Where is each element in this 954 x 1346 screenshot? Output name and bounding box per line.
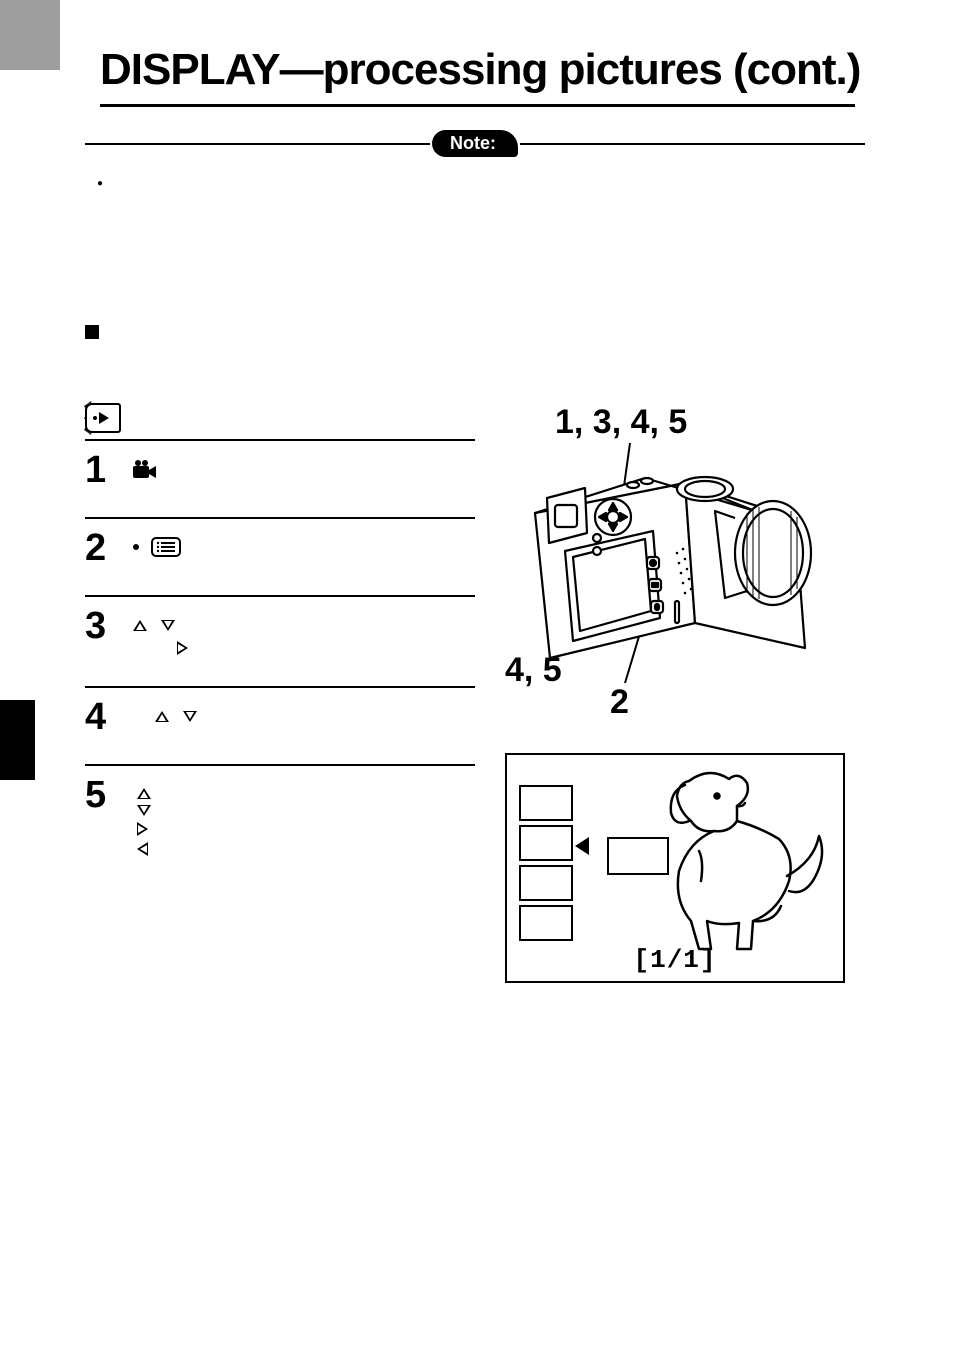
- step-number: 5: [85, 776, 133, 814]
- thumb-1: [519, 785, 573, 821]
- note-item: [97, 175, 865, 193]
- arrow-right-icon: [177, 641, 188, 655]
- step-body: [133, 698, 475, 726]
- step-body: [133, 607, 475, 658]
- play-dot-icon: [93, 416, 97, 420]
- thumb-3: [519, 865, 573, 901]
- step-number: 2: [85, 529, 133, 567]
- arrow-up-icon: [137, 788, 151, 799]
- note-label: Note:: [432, 130, 518, 157]
- bullet-icon: [133, 544, 139, 550]
- arrow-row-up: [137, 788, 475, 799]
- arrow-right-icon: [137, 822, 148, 836]
- arrow-up-icon: [155, 711, 169, 722]
- arrow-row-down: [137, 805, 475, 816]
- step-2: 2: [85, 517, 475, 595]
- arrow-row-left: [137, 842, 475, 856]
- step-3: 3: [85, 595, 475, 686]
- movie-icon: [133, 460, 157, 478]
- step-body: [133, 776, 475, 862]
- section-square-icon: [85, 325, 99, 339]
- steps-column: 1 2: [85, 403, 475, 890]
- step-4: 4: [85, 686, 475, 764]
- arrow-down-icon: [161, 620, 175, 631]
- illustration-column: 1, 3, 4, 5: [495, 403, 855, 983]
- thumb-2: [519, 825, 573, 861]
- section-body: [85, 349, 865, 389]
- frame-counter: [1/1]: [507, 945, 843, 975]
- mode-icon-row: [85, 403, 475, 433]
- callout-bottom: 2: [610, 683, 629, 722]
- step-body: [133, 529, 475, 557]
- camera-illustration: 1, 3, 4, 5: [495, 403, 855, 733]
- note-line-left: [85, 143, 430, 145]
- side-marker: [0, 700, 35, 780]
- play-triangle-icon: [99, 412, 109, 424]
- dog-drawing: [619, 761, 839, 961]
- page-tab-block: [0, 0, 60, 70]
- section-heading-row: [85, 315, 865, 339]
- step-number: 3: [85, 607, 133, 645]
- menu-button-icon: [151, 537, 181, 557]
- arrow-down-icon: [137, 805, 151, 816]
- callout-left: 4, 5: [505, 651, 562, 690]
- step-number: 1: [85, 451, 133, 489]
- page-title: DISPLAY—processing pictures (cont.): [100, 45, 860, 95]
- playback-mode-icon: [85, 403, 121, 433]
- thumb-4: [519, 905, 573, 941]
- arrow-left-icon: [137, 842, 148, 856]
- arrow-key-list: [137, 788, 475, 856]
- note-list: [85, 175, 865, 275]
- arrow-row-right: [137, 822, 475, 836]
- note-divider: Note:: [85, 130, 865, 157]
- arrow-up-icon: [133, 620, 147, 631]
- content-area: Note: 1: [85, 130, 865, 983]
- arrow-down-icon: [183, 711, 197, 722]
- main-two-column: 1 2: [85, 403, 865, 983]
- step-number: 4: [85, 698, 133, 736]
- step-body: [133, 451, 475, 479]
- note-line-right: [520, 143, 865, 145]
- step-5: 5: [85, 764, 475, 890]
- step-1: 1: [85, 439, 475, 517]
- header-rule: [100, 104, 855, 107]
- lcd-screen-mock: [1/1]: [505, 753, 845, 983]
- thumbnail-stack: [519, 785, 573, 945]
- selection-arrow-icon: [575, 837, 589, 855]
